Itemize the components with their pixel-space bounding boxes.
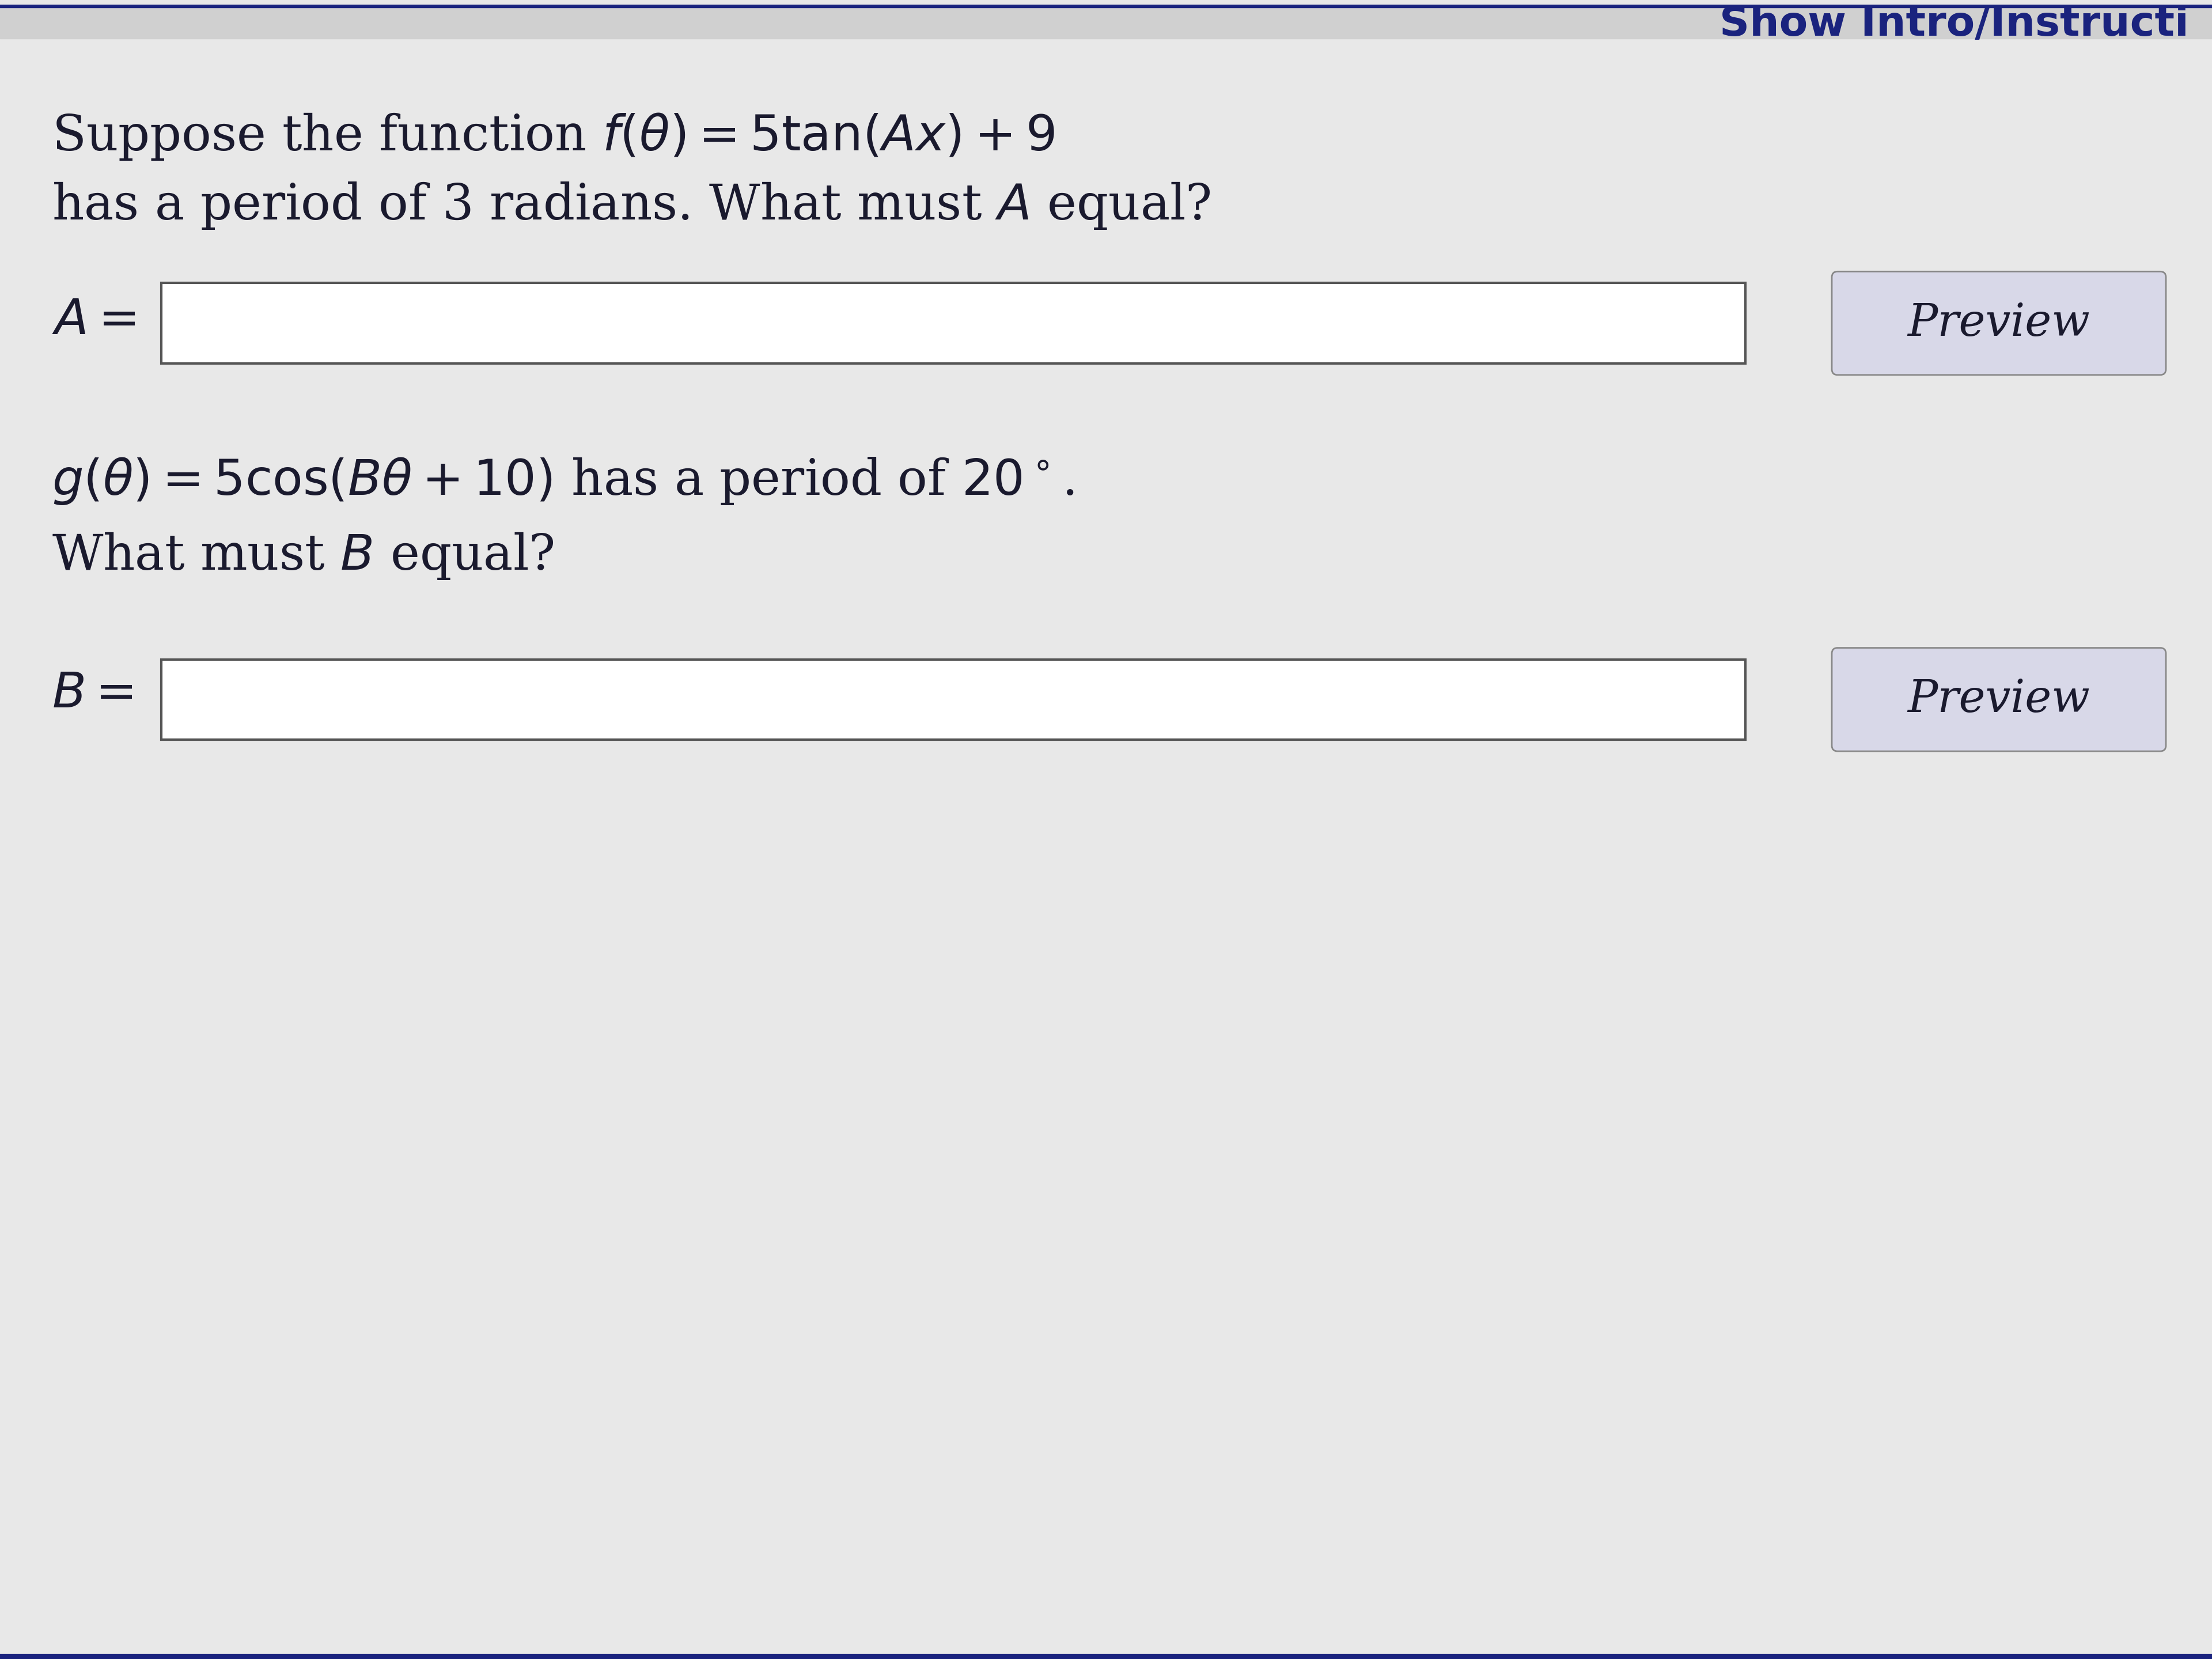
FancyBboxPatch shape (161, 659, 1745, 740)
FancyBboxPatch shape (161, 284, 1745, 363)
Text: $g(\theta) = 5\cos(B\theta + 10)$ has a period of $20^\circ$.: $g(\theta) = 5\cos(B\theta + 10)$ has a … (51, 456, 1073, 506)
Text: What must $B$ equal?: What must $B$ equal? (51, 531, 553, 581)
Bar (0, 5, 2212, 38)
Text: $B =$: $B =$ (51, 670, 133, 718)
FancyBboxPatch shape (1832, 647, 2166, 752)
Text: has a period of 3 radians. What must $A$ equal?: has a period of 3 radians. What must $A$… (51, 181, 1210, 231)
Text: Preview: Preview (1907, 677, 2090, 722)
Text: $A =$: $A =$ (51, 297, 135, 343)
Text: Suppose the function $f(\theta) = 5\tan(Ax) + 9$: Suppose the function $f(\theta) = 5\tan(… (51, 111, 1055, 163)
Text: Show Intro/Instructi: Show Intro/Instructi (1719, 5, 2190, 45)
Text: Preview: Preview (1907, 302, 2090, 345)
FancyBboxPatch shape (1832, 272, 2166, 375)
